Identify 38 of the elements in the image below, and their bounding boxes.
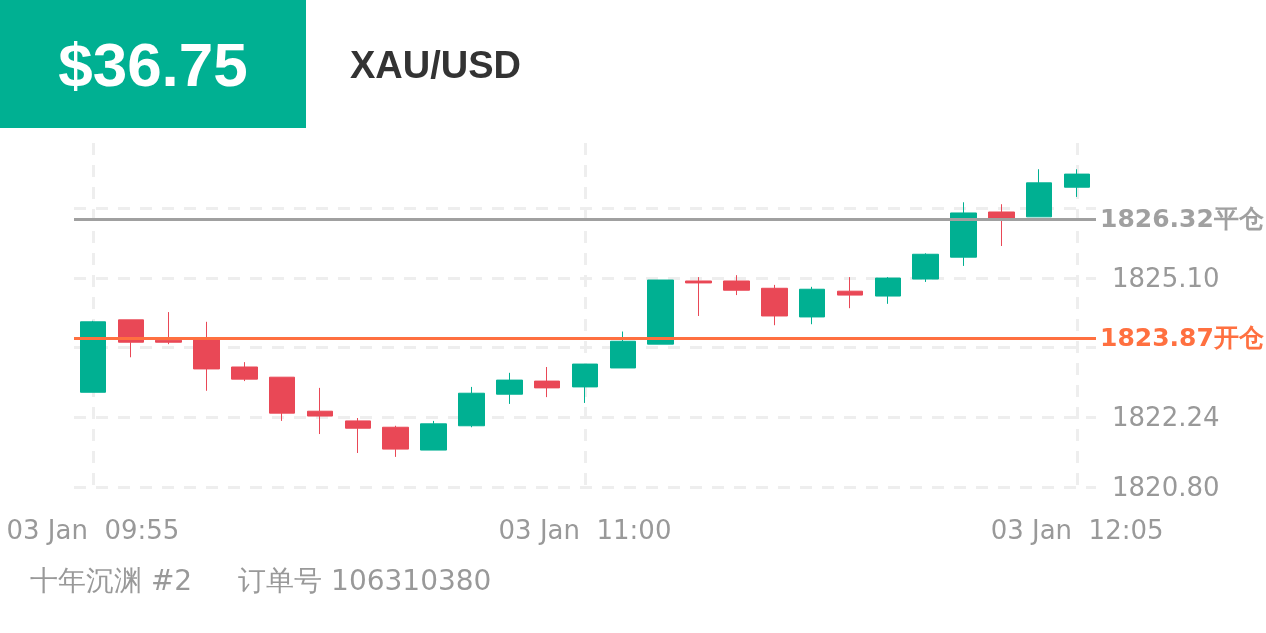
candlestick (761, 284, 788, 326)
x-tick-label: 03 Jan 09:55 (6, 515, 180, 545)
candlestick (1026, 168, 1052, 218)
candlestick (496, 372, 523, 405)
ref-line-label: 1823.87开仓 (1100, 323, 1264, 353)
text: 订单号 106310380 (238, 564, 492, 597)
y-tick-label: 1825.10 (1112, 263, 1220, 294)
candlestick (647, 279, 674, 345)
chart-subtitle: $36.75 (0, 0, 306, 128)
y-tick-label: 1822.24 (1112, 402, 1220, 433)
candlestick (988, 203, 1015, 247)
candlestick (382, 425, 409, 458)
candlestick (420, 420, 447, 451)
chart-title: XAU/USD (350, 44, 522, 87)
candlestick (723, 274, 750, 296)
candlestick (875, 276, 901, 305)
candlestick (231, 361, 258, 382)
candlestick (610, 331, 636, 369)
candlestick (799, 286, 825, 325)
candlestick (685, 276, 712, 317)
candlestick (307, 387, 333, 435)
candlestick (950, 201, 977, 267)
candlestick (193, 321, 220, 392)
candlestick (1064, 168, 1090, 198)
candlestick (80, 320, 106, 393)
candlestick (912, 252, 939, 283)
candlestick (269, 376, 295, 422)
text: 十年沉渊 #2 (30, 564, 193, 597)
x-tick-label: 03 Jan 11:00 (498, 515, 672, 545)
candlestick (572, 363, 598, 404)
x-tick-label: 03 Jan 12:05 (990, 515, 1164, 545)
candlestick (534, 366, 560, 398)
candlestick (345, 417, 371, 454)
y-tick-label: 1820.80 (1112, 472, 1220, 502)
candlestick (458, 386, 485, 428)
ref-line-label: 1826.32平仓 (1100, 204, 1264, 234)
candlestick (155, 311, 182, 345)
candlestick (837, 276, 863, 309)
